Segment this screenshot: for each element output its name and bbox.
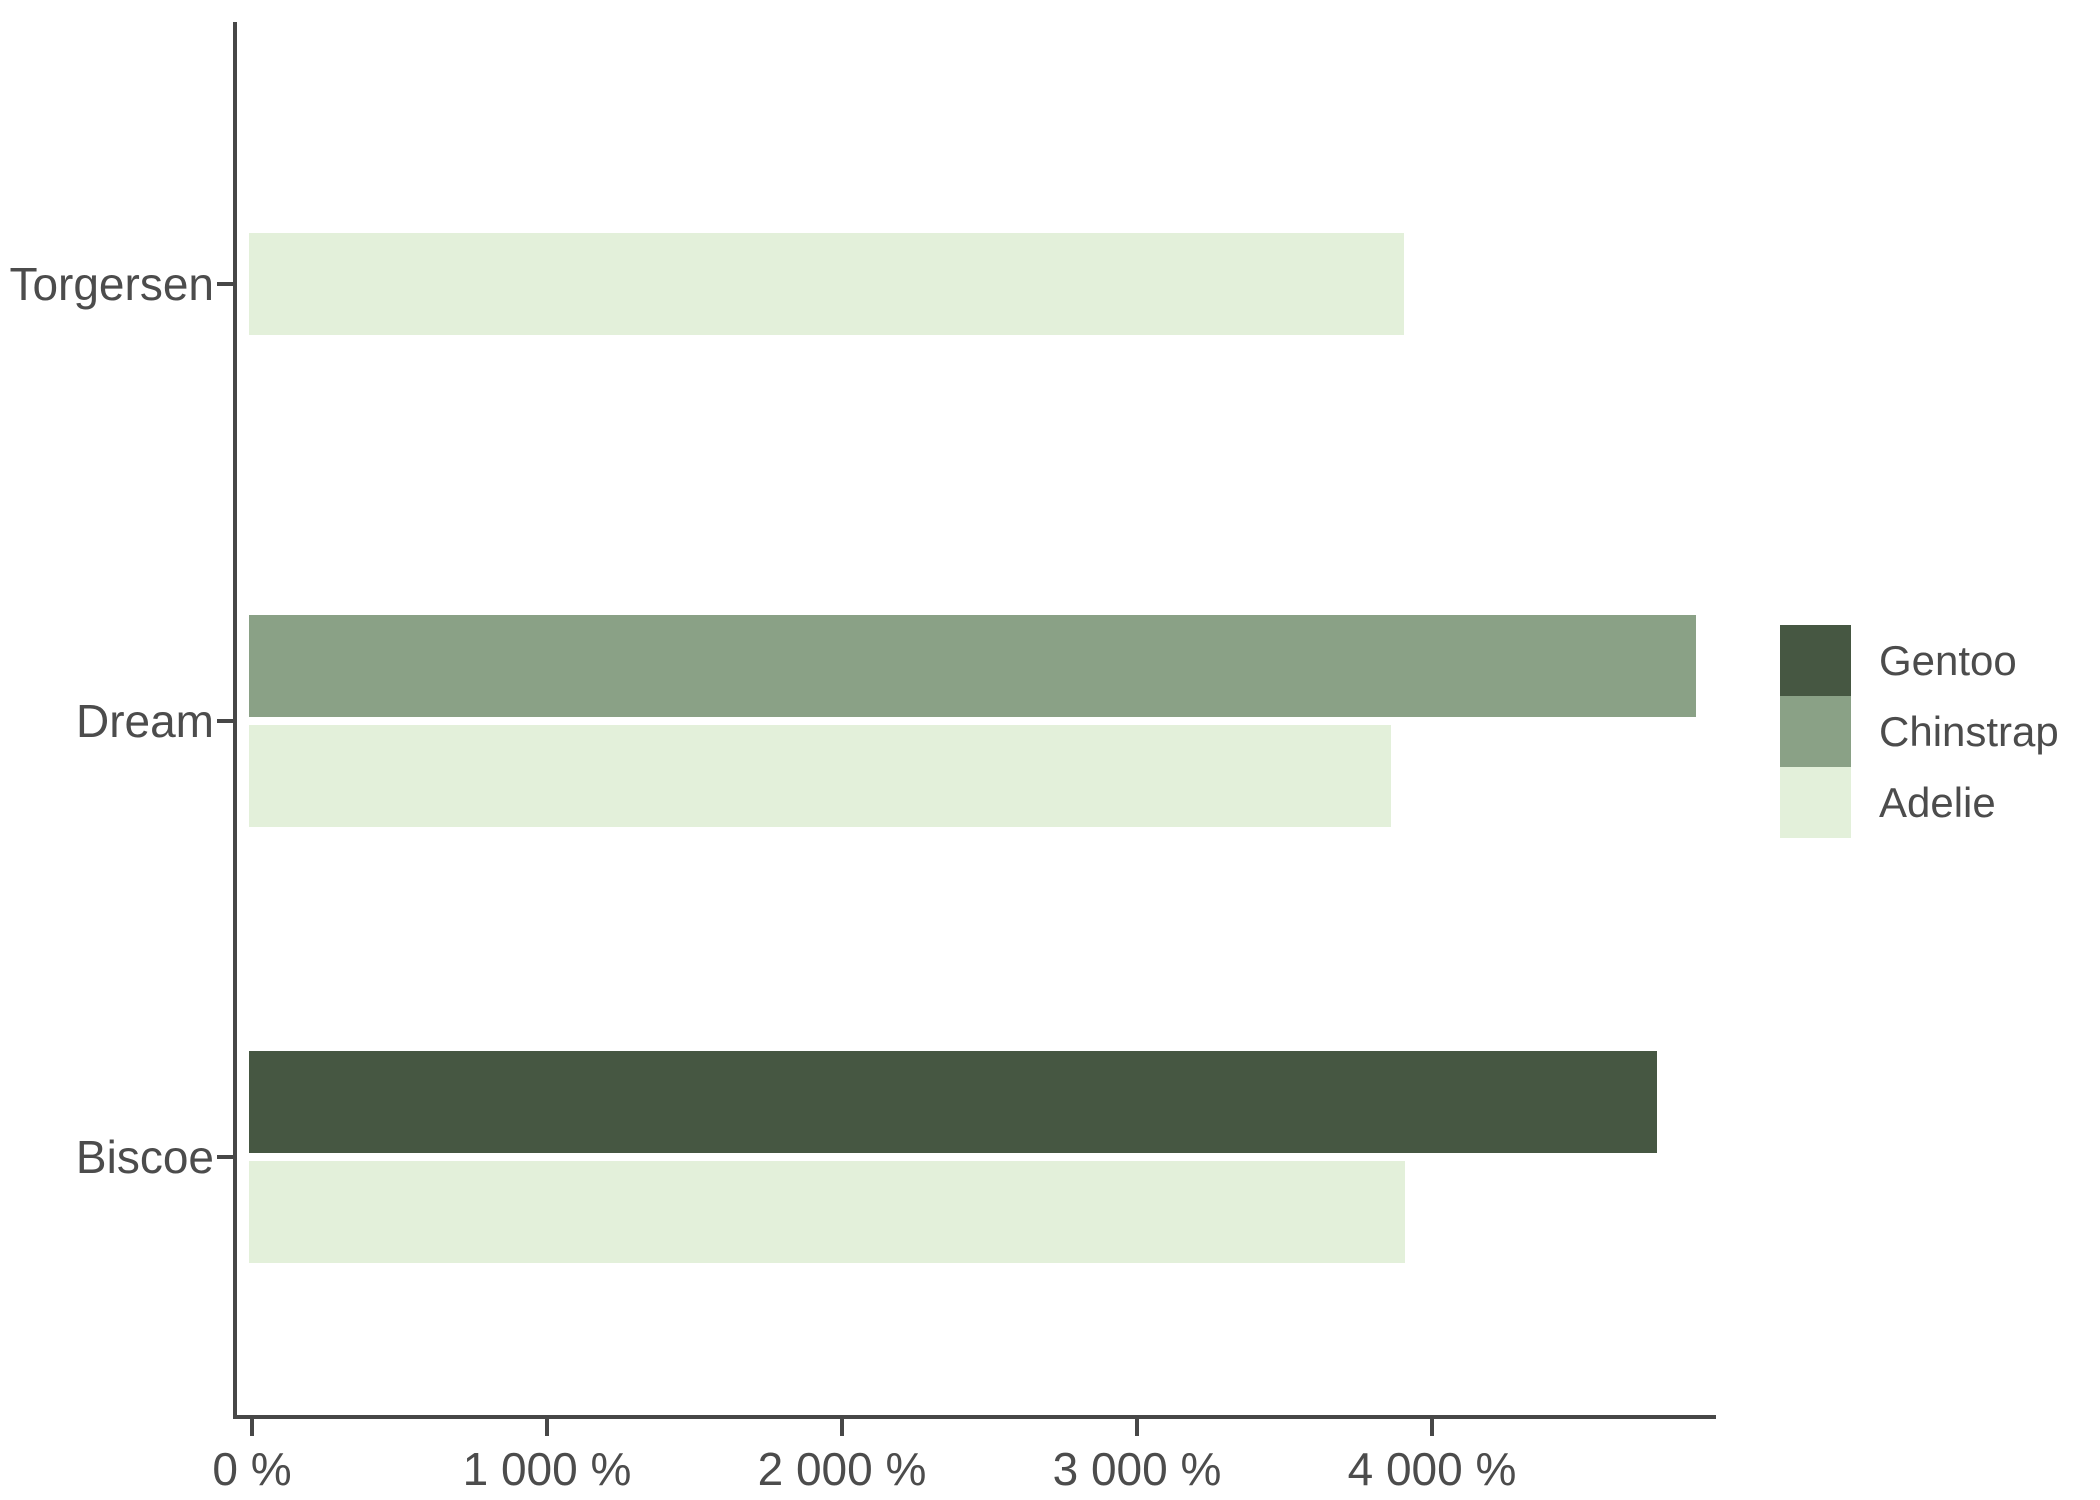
legend-label-gentoo: Gentoo bbox=[1879, 636, 2017, 684]
x-tick bbox=[1430, 1419, 1434, 1436]
legend-label-adelie: Adelie bbox=[1879, 778, 1996, 826]
legend-label-chinstrap: Chinstrap bbox=[1879, 707, 2059, 755]
legend: Gentoo Chinstrap Adelie bbox=[1780, 625, 2059, 838]
legend-swatch-gentoo bbox=[1780, 625, 1851, 696]
bar-biscoe-adelie bbox=[249, 1161, 1405, 1263]
y-axis-label-torgersen: Torgersen bbox=[9, 258, 214, 310]
y-tick-dream bbox=[217, 718, 233, 723]
plot-panel bbox=[233, 22, 1716, 1419]
y-tick-torgersen bbox=[217, 282, 233, 286]
x-tick-label: 2 000 % bbox=[757, 1443, 927, 1495]
legend-item-gentoo: Gentoo bbox=[1780, 625, 2059, 696]
x-tick bbox=[545, 1419, 549, 1436]
y-axis-label-dream: Dream bbox=[75, 694, 214, 747]
y-tick-biscoe bbox=[217, 1154, 233, 1159]
legend-item-chinstrap: Chinstrap bbox=[1780, 696, 2059, 767]
legend-swatch-chinstrap bbox=[1780, 696, 1851, 767]
legend-item-adelie: Adelie bbox=[1780, 767, 2059, 838]
x-tick bbox=[1135, 1419, 1139, 1436]
bar-dream-chinstrap bbox=[249, 615, 1696, 717]
bar-torgersen-adelie bbox=[249, 233, 1404, 335]
bar-dream-adelie bbox=[249, 725, 1391, 827]
x-tick-label: 1 000 % bbox=[462, 1443, 632, 1495]
x-tick bbox=[840, 1419, 844, 1436]
bar-biscoe-gentoo bbox=[249, 1051, 1657, 1153]
y-axis-label-biscoe: Biscoe bbox=[75, 1130, 214, 1183]
x-tick-label: 4 000 % bbox=[1347, 1443, 1517, 1495]
x-tick-label: 0 % bbox=[212, 1443, 292, 1495]
x-tick bbox=[250, 1419, 254, 1436]
legend-swatch-adelie bbox=[1780, 767, 1851, 838]
x-tick-label: 3 000 % bbox=[1052, 1443, 1222, 1495]
